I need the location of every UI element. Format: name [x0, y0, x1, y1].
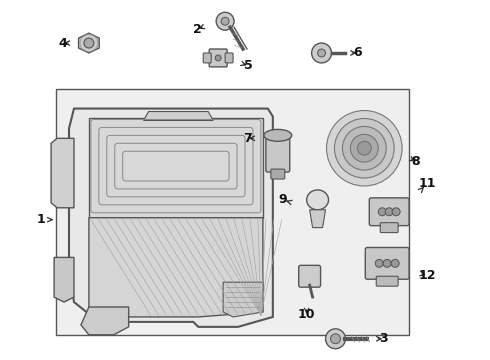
Polygon shape: [54, 257, 74, 302]
Circle shape: [335, 118, 394, 178]
Text: 11: 11: [418, 177, 436, 190]
FancyBboxPatch shape: [271, 169, 285, 179]
Polygon shape: [89, 118, 263, 218]
Bar: [56, 89, 409, 335]
FancyBboxPatch shape: [225, 53, 233, 63]
FancyBboxPatch shape: [299, 265, 320, 287]
Circle shape: [343, 126, 386, 170]
Text: 6: 6: [353, 46, 362, 59]
Polygon shape: [81, 307, 129, 335]
Text: 3: 3: [379, 332, 388, 345]
Circle shape: [375, 260, 383, 267]
Text: 10: 10: [298, 309, 316, 321]
Ellipse shape: [307, 190, 328, 210]
FancyBboxPatch shape: [380, 223, 398, 233]
Polygon shape: [51, 138, 74, 208]
Circle shape: [391, 260, 399, 267]
Circle shape: [357, 141, 371, 155]
Text: 4: 4: [59, 37, 68, 50]
Polygon shape: [69, 109, 273, 327]
Text: 2: 2: [193, 23, 202, 36]
Polygon shape: [89, 218, 263, 317]
Text: 1: 1: [37, 213, 46, 226]
Polygon shape: [310, 210, 325, 228]
Text: 5: 5: [244, 59, 252, 72]
Polygon shape: [144, 112, 213, 121]
FancyBboxPatch shape: [203, 53, 211, 63]
Circle shape: [312, 43, 332, 63]
Polygon shape: [223, 282, 263, 317]
Circle shape: [331, 334, 341, 344]
Circle shape: [326, 111, 402, 186]
Circle shape: [318, 49, 325, 57]
FancyBboxPatch shape: [266, 133, 290, 172]
Circle shape: [325, 329, 345, 349]
Circle shape: [350, 134, 378, 162]
Circle shape: [216, 12, 234, 30]
Circle shape: [378, 208, 386, 216]
Text: 8: 8: [412, 155, 420, 168]
FancyBboxPatch shape: [366, 247, 409, 279]
FancyBboxPatch shape: [209, 49, 227, 67]
Circle shape: [221, 17, 229, 25]
Polygon shape: [78, 33, 99, 53]
Ellipse shape: [264, 129, 292, 141]
Circle shape: [84, 38, 94, 48]
Text: 12: 12: [418, 269, 436, 282]
Circle shape: [392, 208, 400, 216]
Circle shape: [383, 260, 391, 267]
Circle shape: [215, 55, 221, 61]
FancyBboxPatch shape: [369, 198, 409, 226]
Circle shape: [385, 208, 393, 216]
Text: 7: 7: [244, 132, 252, 145]
Text: 9: 9: [278, 193, 287, 206]
FancyBboxPatch shape: [376, 276, 398, 286]
